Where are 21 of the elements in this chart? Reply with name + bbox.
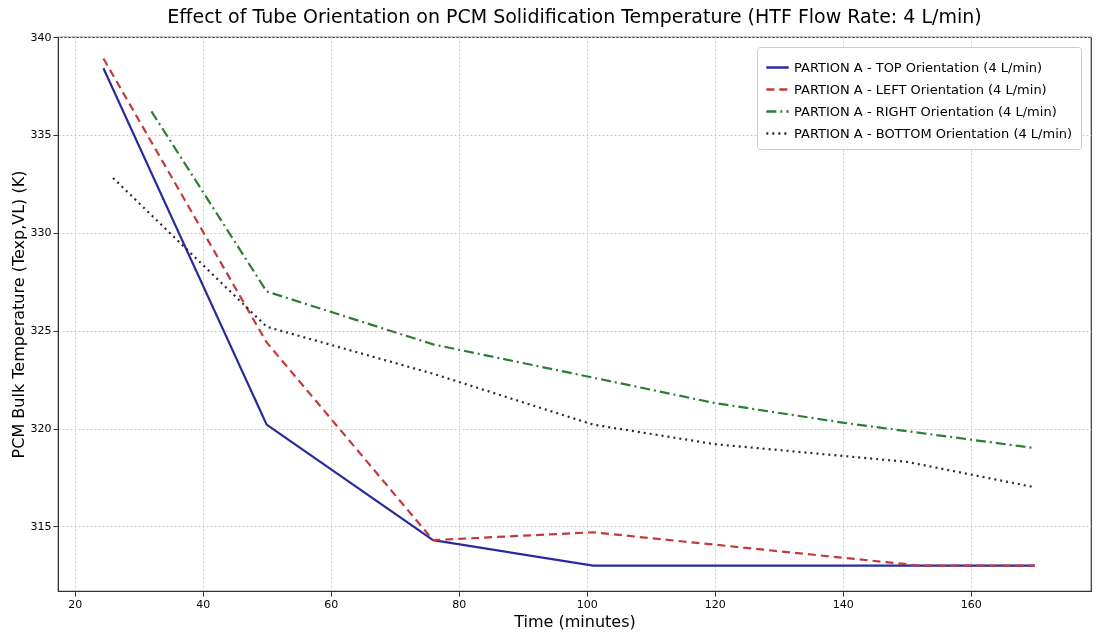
x-tick-label: 80 <box>452 597 467 611</box>
legend-label: PARTION A - TOP Orientation (4 L/min) <box>794 59 1043 75</box>
x-tick-label: 100 <box>576 597 598 611</box>
y-tick-label: 335 <box>30 128 52 142</box>
y-axis-title: PCM Bulk Temperature (Texp,VL) (K) <box>8 170 28 459</box>
y-tick-label: 315 <box>30 519 52 533</box>
y-tick-label: 320 <box>30 422 52 436</box>
chart-title: Effect of Tube Orientation on PCM Solidification Temperature (HTF Flow Rate: 4 L/min) <box>167 5 982 27</box>
legend-label: PARTION A - BOTTOM Orientation (4 L/min) <box>794 125 1073 141</box>
y-tick-label: 325 <box>30 324 52 338</box>
x-tick-label: 140 <box>832 597 854 611</box>
x-tick-label: 20 <box>68 597 83 611</box>
y-tick-label: 330 <box>30 226 52 240</box>
x-tick-label: 160 <box>960 597 982 611</box>
x-tick-label: 60 <box>324 597 339 611</box>
y-tick-label: 340 <box>30 30 52 44</box>
x-tick-label: 40 <box>196 597 211 611</box>
x-axis-title: Time (minutes) <box>513 611 636 631</box>
x-tick-label: 120 <box>704 597 726 611</box>
legend-label: PARTION A - RIGHT Orientation (4 L/min) <box>794 103 1057 119</box>
legend-label: PARTION A - LEFT Orientation (4 L/min) <box>794 81 1047 97</box>
